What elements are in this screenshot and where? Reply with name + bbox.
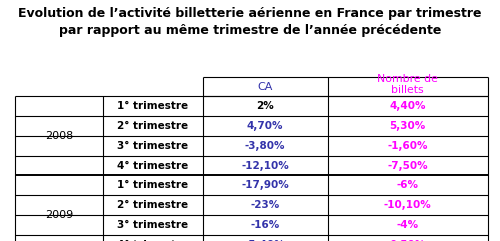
Text: -12,10%: -12,10% [241, 161, 289, 171]
Text: 3° trimestre: 3° trimestre [117, 141, 188, 151]
Text: 2° trimestre: 2° trimestre [117, 121, 188, 131]
Text: -16%: -16% [250, 220, 280, 230]
Text: 1° trimestre: 1° trimestre [117, 101, 188, 111]
Text: 3° trimestre: 3° trimestre [117, 220, 188, 230]
Text: Nombre de
billets: Nombre de billets [377, 74, 438, 95]
Text: 2%: 2% [256, 101, 274, 111]
Text: 1° trimestre: 1° trimestre [117, 180, 188, 190]
Text: 4° trimestre: 4° trimestre [117, 240, 188, 241]
Text: 0,50%: 0,50% [390, 240, 426, 241]
Text: 4,40%: 4,40% [389, 101, 426, 111]
Text: 2° trimestre: 2° trimestre [117, 200, 188, 210]
Text: -6%: -6% [396, 180, 418, 190]
Text: 2009: 2009 [44, 210, 73, 220]
Text: -17,90%: -17,90% [241, 180, 289, 190]
Text: 4,70%: 4,70% [247, 121, 283, 131]
Text: 5,30%: 5,30% [390, 121, 426, 131]
Text: -5,40%: -5,40% [244, 240, 286, 241]
Text: -7,50%: -7,50% [387, 161, 428, 171]
Text: Evolution de l’activité billetterie aérienne en France par trimestre
par rapport: Evolution de l’activité billetterie aéri… [18, 7, 482, 37]
Text: 4° trimestre: 4° trimestre [117, 161, 188, 171]
Text: -23%: -23% [250, 200, 280, 210]
Text: 2008: 2008 [44, 131, 73, 141]
Text: CA: CA [258, 81, 272, 92]
Text: -10,10%: -10,10% [384, 200, 432, 210]
Text: -1,60%: -1,60% [387, 141, 428, 151]
Text: -3,80%: -3,80% [245, 141, 285, 151]
Text: -4%: -4% [396, 220, 418, 230]
